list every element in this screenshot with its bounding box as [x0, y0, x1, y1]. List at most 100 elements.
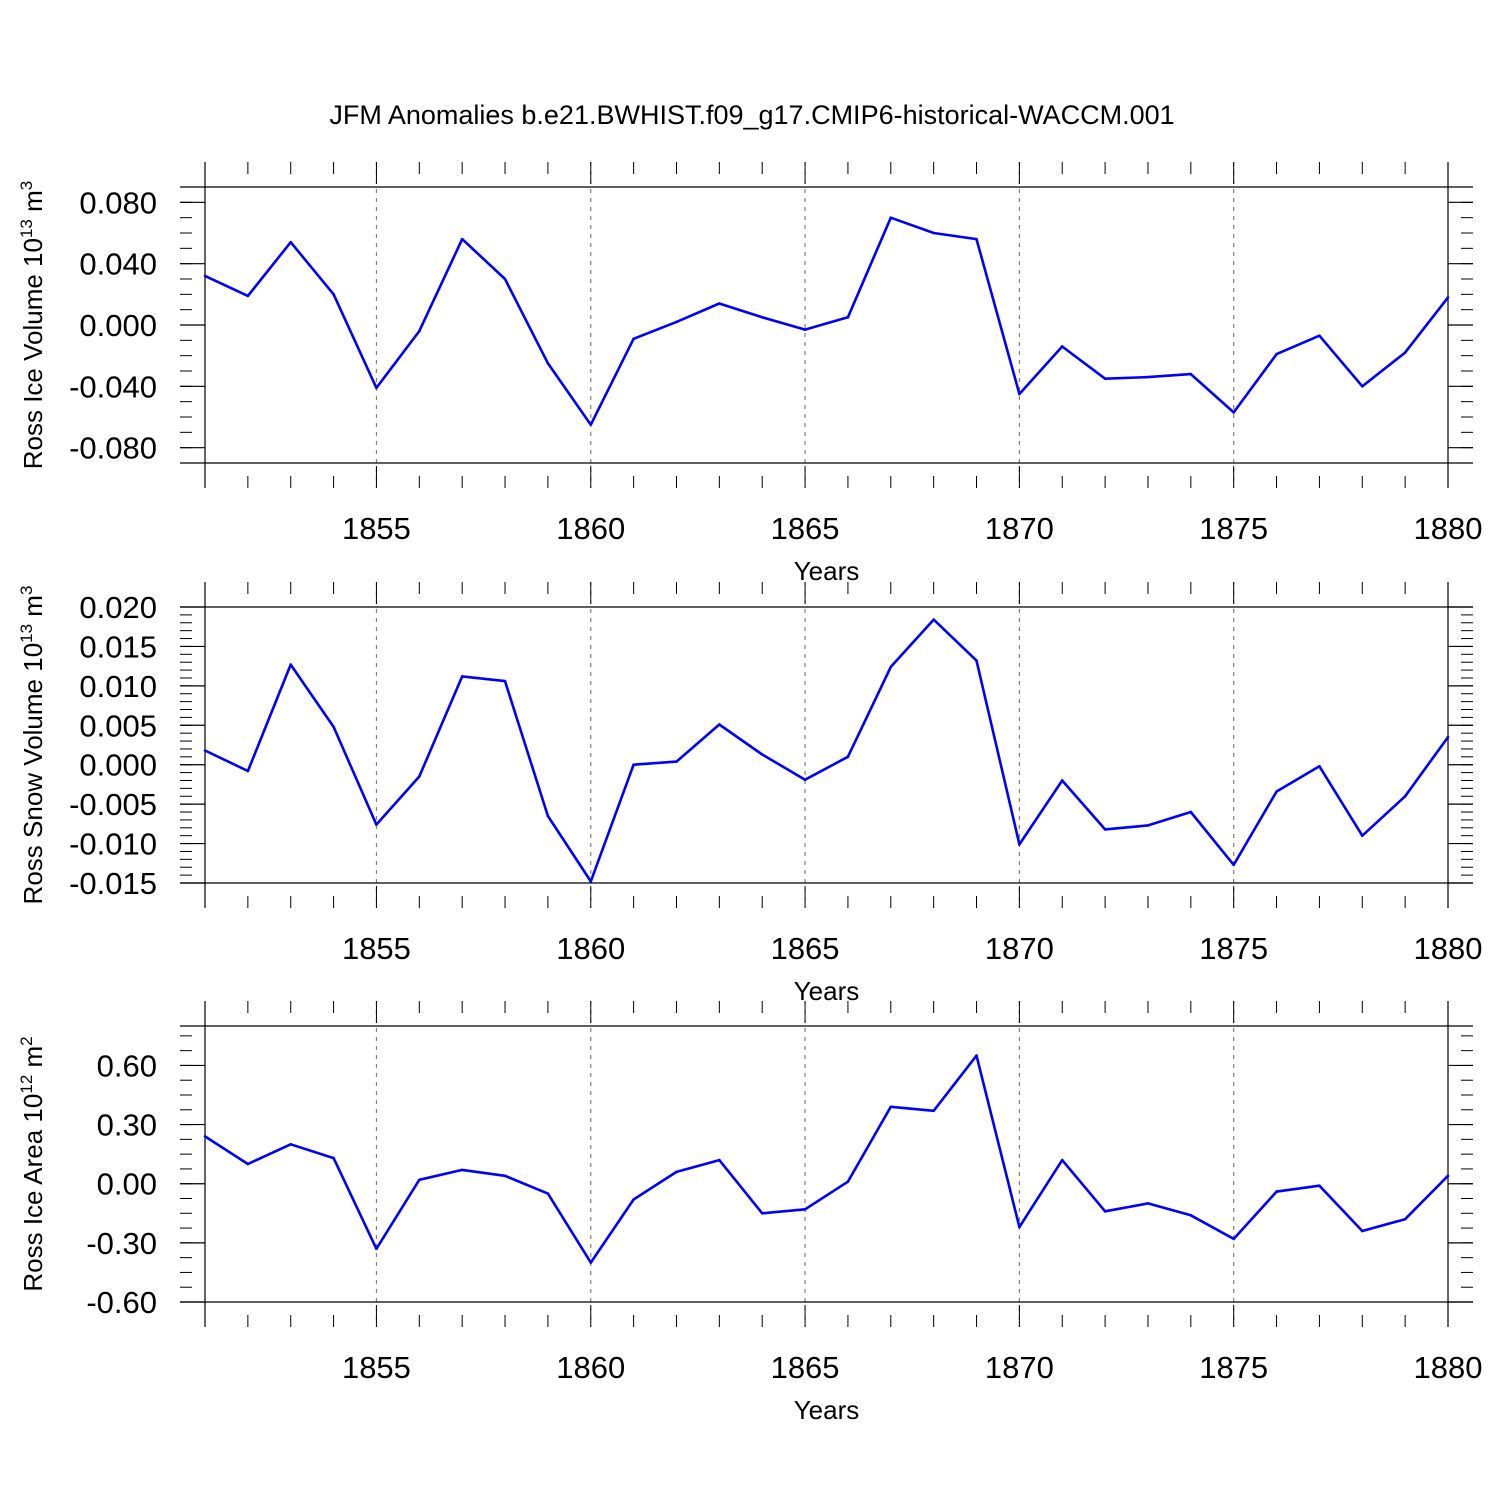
data-point [589, 423, 593, 426]
data-point [546, 1192, 550, 1195]
data-point [889, 1105, 893, 1109]
x-tick-label: 1860 [556, 511, 625, 546]
y-axis-label: Ross Ice Volume 1013 m3 [17, 181, 48, 470]
y-tick-label: 0.60 [97, 1048, 157, 1083]
data-point [1318, 1184, 1321, 1187]
data-point [760, 316, 764, 319]
data-point [1146, 1202, 1150, 1205]
y-axis-label: Ross Ice Area 1012 m2 [17, 1036, 48, 1291]
data-point [889, 665, 893, 669]
data-point [546, 814, 550, 818]
x-tick-label: 1870 [985, 931, 1054, 966]
data-point [1060, 779, 1064, 782]
data-point [1446, 735, 1450, 739]
data-point [332, 725, 335, 729]
y-tick-label: 0.080 [79, 185, 157, 220]
data-point [718, 723, 721, 726]
x-tick-label: 1865 [771, 511, 840, 546]
data-point [803, 778, 807, 781]
data-point [1232, 863, 1235, 867]
data-point [1103, 1210, 1107, 1213]
x-axis-label: Years [794, 1395, 860, 1425]
data-point [589, 1261, 593, 1264]
data-point [1146, 824, 1150, 827]
data-point [418, 775, 421, 778]
data-point [1060, 1158, 1064, 1162]
x-tick-label: 1860 [556, 931, 625, 966]
x-tick-label: 1880 [1414, 1350, 1483, 1385]
x-tick-label: 1870 [985, 1350, 1054, 1385]
data-point [246, 294, 250, 298]
data-point [975, 1054, 978, 1057]
data-point [1318, 334, 1321, 338]
y-tick-label: 0.000 [79, 748, 157, 783]
data-point [289, 240, 293, 244]
data-point [589, 880, 593, 883]
data-point [503, 679, 507, 683]
data-point [1360, 385, 1364, 388]
y-tick-label: -0.30 [86, 1226, 157, 1261]
data-series-line [204, 1054, 1449, 1264]
data-point [1403, 351, 1407, 354]
x-tick-label: 1875 [1199, 1350, 1268, 1385]
y-tick-label: 0.015 [79, 629, 157, 664]
y-tick-label: 0.000 [79, 308, 157, 343]
data-point [1275, 352, 1278, 356]
y-tick-label: 0.30 [97, 1108, 157, 1143]
y-tick-label: -0.015 [69, 866, 157, 901]
data-point [675, 760, 678, 763]
data-point [1318, 764, 1321, 768]
data-point [1189, 810, 1193, 814]
data-point [289, 663, 293, 666]
data-point [1146, 375, 1150, 379]
x-tick-label: 1880 [1414, 511, 1483, 546]
data-point [375, 823, 378, 826]
data-point [1403, 1217, 1407, 1221]
data-point [632, 1198, 635, 1201]
data-point [803, 1208, 807, 1211]
data-point [632, 763, 635, 767]
data-point [1103, 377, 1107, 380]
x-tick-label: 1855 [342, 931, 411, 966]
y-tick-label: -0.005 [69, 787, 157, 822]
data-point [1103, 828, 1107, 831]
data-point [760, 1211, 764, 1215]
data-point [975, 659, 978, 662]
data-point [503, 1174, 507, 1178]
data-point [889, 216, 893, 219]
data-point [246, 769, 250, 773]
data-point [1060, 345, 1064, 348]
data-point [846, 316, 850, 319]
data-point [1446, 296, 1450, 299]
x-tick-label: 1875 [1199, 511, 1268, 546]
data-point [1275, 1190, 1278, 1193]
y-tick-label: 0.00 [97, 1167, 157, 1202]
data-point [1018, 1225, 1021, 1229]
data-point [1018, 392, 1021, 396]
data-point [203, 749, 207, 752]
data-point [1360, 834, 1364, 837]
data-point [1275, 790, 1278, 793]
data-point [1360, 1229, 1364, 1233]
data-point [932, 618, 935, 621]
y-tick-label: -0.010 [69, 827, 157, 862]
chart-panel-1: -0.080 -0.040 0.000 0.040 0.080 1855 1860 1865 1… [17, 162, 1482, 586]
data-point [460, 237, 464, 241]
x-tick-label: 1865 [771, 1350, 840, 1385]
data-series-line [204, 216, 1450, 427]
data-point [332, 1156, 335, 1160]
data-point [460, 675, 464, 678]
x-axis-label: Years [794, 976, 860, 1006]
y-tick-label: -0.040 [69, 369, 157, 404]
data-point [546, 362, 550, 365]
x-tick-label: 1855 [342, 511, 411, 546]
data-point [460, 1168, 464, 1172]
data-point [1232, 1237, 1235, 1241]
x-tick-label: 1880 [1414, 931, 1483, 966]
y-axis-label: Ross Snow Volume 1013 m3 [17, 586, 48, 905]
x-tick-label: 1860 [556, 1350, 625, 1385]
chart-panel-3: -0.60 -0.30 0.00 0.30 0.60 1855 1860 1865 1870 18… [17, 1001, 1482, 1425]
data-point [975, 237, 978, 241]
data-point [675, 320, 678, 324]
y-tick-label: 0.040 [79, 247, 157, 282]
